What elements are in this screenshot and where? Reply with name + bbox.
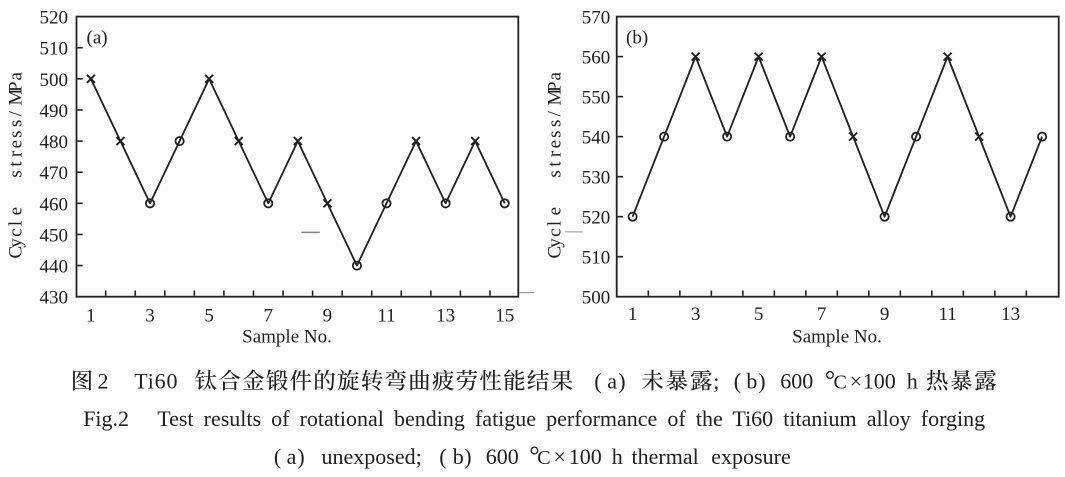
svg-text:540: 540 — [582, 128, 611, 149]
svg-text:5: 5 — [204, 305, 214, 326]
svg-text:450: 450 — [40, 225, 69, 246]
svg-text:7: 7 — [817, 304, 827, 325]
svg-text:11: 11 — [377, 305, 395, 326]
svg-text:°C: °C — [529, 441, 550, 470]
svg-text:×: × — [554, 444, 566, 469]
svg-text:500: 500 — [582, 288, 611, 309]
svg-text:430: 430 — [40, 288, 69, 309]
svg-text:h: h — [907, 369, 918, 394]
svg-text:500: 500 — [40, 70, 69, 91]
svg-text:7: 7 — [264, 305, 274, 326]
svg-text:3: 3 — [691, 304, 701, 325]
svg-text:13: 13 — [436, 305, 455, 326]
svg-text:(a): (a) — [87, 27, 108, 48]
svg-text:Cycle stress/MPa: Cycle stress/MPa — [545, 72, 566, 259]
svg-text:thermal: thermal — [632, 444, 699, 469]
svg-text:100: 100 — [863, 369, 896, 394]
svg-text:(a): (a) — [594, 369, 625, 394]
svg-text:100: 100 — [569, 444, 602, 469]
svg-text:460: 460 — [40, 194, 69, 215]
svg-text:510: 510 — [582, 248, 611, 269]
svg-text:;: ; — [713, 369, 719, 394]
svg-text:520: 520 — [582, 208, 611, 229]
svg-text:5: 5 — [754, 304, 764, 325]
svg-text:(b): (b) — [626, 27, 648, 48]
svg-text:(b): (b) — [439, 444, 471, 469]
svg-text:480: 480 — [40, 132, 69, 153]
svg-text:9: 9 — [323, 305, 333, 326]
svg-text:600: 600 — [486, 444, 519, 469]
svg-text:×: × — [850, 369, 862, 394]
svg-text:560: 560 — [582, 48, 611, 69]
svg-text:(b): (b) — [734, 369, 766, 394]
svg-text:1: 1 — [86, 305, 96, 326]
svg-text:11: 11 — [938, 304, 956, 325]
svg-text:15: 15 — [495, 305, 514, 326]
svg-text:3: 3 — [145, 305, 155, 326]
svg-text:490: 490 — [40, 101, 69, 122]
svg-text:1: 1 — [628, 304, 638, 325]
svg-text:Sample No.: Sample No. — [792, 327, 882, 348]
svg-text:unexposed;: unexposed; — [322, 444, 422, 469]
svg-text:510: 510 — [40, 39, 69, 60]
svg-text:Test results of rotational ben: Test results of rotational bending fatig… — [157, 406, 985, 431]
svg-text:Cycle stress/MPa: Cycle stress/MPa — [6, 72, 27, 259]
svg-text:600: 600 — [780, 369, 813, 394]
svg-text:520: 520 — [40, 8, 69, 29]
svg-text:Ti60: Ti60 — [134, 369, 178, 394]
svg-text:550: 550 — [582, 88, 611, 109]
svg-text:exposure: exposure — [711, 444, 790, 469]
svg-text:530: 530 — [582, 168, 611, 189]
svg-text:470: 470 — [40, 163, 69, 184]
svg-text:570: 570 — [582, 8, 611, 29]
svg-text:°C: °C — [825, 366, 847, 395]
svg-text:2: 2 — [98, 369, 109, 394]
svg-text:9: 9 — [880, 304, 890, 325]
svg-text:(a): (a) — [274, 444, 305, 469]
svg-text:Fig.2: Fig.2 — [83, 406, 129, 431]
svg-text:440: 440 — [40, 257, 69, 278]
svg-text:13: 13 — [1001, 304, 1020, 325]
svg-text:h: h — [612, 444, 623, 469]
svg-text:Sample No.: Sample No. — [242, 327, 332, 348]
